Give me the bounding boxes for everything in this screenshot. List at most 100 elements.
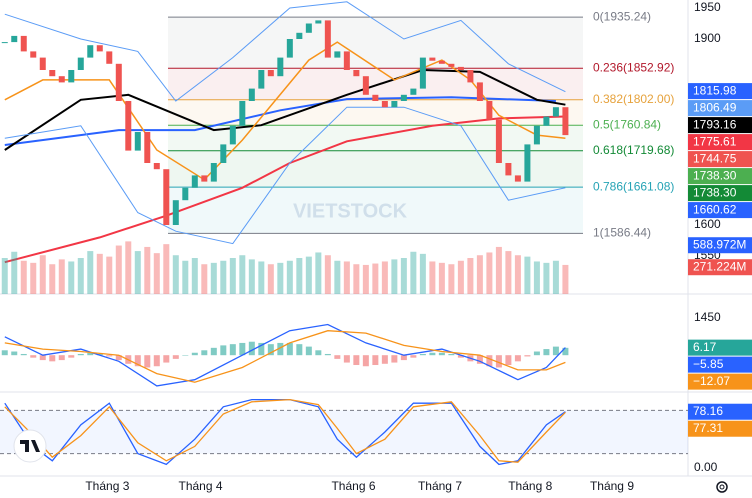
- macd-bar: [286, 342, 293, 356]
- candle: [343, 51, 350, 70]
- macd-bar: [505, 355, 512, 366]
- volume-bar: [438, 262, 445, 294]
- macd-bar: [11, 351, 18, 356]
- stoch-band: [0, 410, 688, 454]
- macd-line: [4, 330, 566, 383]
- macd-bar: [429, 352, 436, 356]
- macd-bar: [381, 355, 388, 364]
- volume-bar: [505, 251, 512, 294]
- candle: [334, 51, 341, 58]
- macd-bar: [49, 355, 56, 362]
- volume-bar: [153, 253, 160, 294]
- y-tick-label: 1600: [694, 217, 721, 231]
- candle: [467, 70, 474, 83]
- candle: [315, 20, 322, 24]
- macd-bar: [448, 353, 455, 356]
- volume-bar: [229, 258, 236, 294]
- volume-bar: [400, 258, 407, 294]
- fib-label: 0.5(1760.84): [593, 117, 661, 131]
- volume-bar: [267, 264, 274, 294]
- price-tag-label: 588.972M: [693, 237, 746, 251]
- volume-bar: [486, 252, 493, 294]
- volume-bar: [39, 255, 46, 294]
- candle: [505, 163, 512, 176]
- macd-bar: [353, 355, 360, 366]
- x-tick-label: Tháng 3: [85, 479, 129, 493]
- volume-bar: [324, 255, 331, 294]
- x-tick-label: Tháng 7: [418, 479, 462, 493]
- candle: [11, 35, 18, 43]
- price-tag-label: 1775.61: [693, 134, 737, 148]
- macd-bar: [438, 352, 445, 356]
- volume-bar: [457, 260, 464, 294]
- volume-bar: [30, 262, 37, 294]
- candle: [524, 144, 531, 182]
- price-tag: [688, 168, 752, 185]
- macd-bar: [182, 355, 189, 356]
- candle: [229, 125, 236, 145]
- macd-bar: [58, 355, 65, 361]
- volume-bar: [524, 256, 531, 294]
- volume-bar: [334, 260, 341, 294]
- candle: [172, 200, 179, 225]
- volume-bar: [115, 245, 122, 294]
- candle: [419, 57, 426, 89]
- x-tick-label: Tháng 9: [590, 479, 634, 493]
- macd-bar: [115, 355, 122, 361]
- volume-bar: [87, 251, 94, 294]
- volume-bar: [182, 260, 189, 294]
- price-tag: [688, 339, 752, 356]
- candle: [476, 82, 483, 101]
- volume-bar: [210, 262, 217, 294]
- macd-bar: [144, 355, 151, 368]
- macd-bar: [163, 355, 170, 363]
- volume-bar: [58, 259, 65, 294]
- price-tag-label: 6.17: [693, 340, 717, 354]
- volume-bar: [1, 258, 8, 294]
- candle: [248, 88, 255, 101]
- candle: [552, 107, 559, 117]
- macd-bar: [305, 346, 312, 356]
- price-tag-label: 271.224M: [693, 259, 746, 273]
- candle: [324, 20, 331, 58]
- macd-bar: [30, 355, 37, 358]
- candle: [514, 175, 521, 182]
- candle: [381, 101, 388, 108]
- volume-bar: [495, 246, 502, 294]
- macd-bar: [457, 355, 464, 358]
- volume-bar: [467, 258, 474, 294]
- candle: [267, 70, 274, 77]
- price-tag: [688, 356, 752, 373]
- fib-label: 0.236(1852.92): [593, 60, 674, 74]
- macd-bar: [172, 355, 179, 359]
- macd-bar: [39, 355, 46, 361]
- candle: [429, 57, 436, 61]
- volume-bar: [77, 258, 84, 294]
- volume-bar: [220, 260, 227, 294]
- candle: [134, 132, 141, 151]
- y-tick-label: 1900: [694, 31, 721, 45]
- x-tick-label: Tháng 6: [331, 479, 375, 493]
- watermark: VIETSTOCK: [293, 200, 408, 222]
- volume-bar: [343, 261, 350, 294]
- macd-bar: [68, 355, 75, 358]
- settings-icon[interactable]: [716, 481, 728, 493]
- price-tag: [688, 83, 752, 100]
- volume-bar: [248, 259, 255, 294]
- fib-label: 0.618(1719.68): [593, 143, 674, 157]
- candle: [391, 101, 398, 108]
- candle: [106, 51, 113, 64]
- candle: [49, 70, 56, 77]
- macd-bar: [476, 355, 483, 364]
- candle: [486, 101, 493, 120]
- indicator-line: [4, 1, 566, 102]
- macd-bar: [552, 346, 559, 356]
- fib-label: 1(1586.44): [593, 226, 651, 240]
- macd-bar: [372, 355, 379, 366]
- volume-bar: [20, 260, 27, 294]
- candle: [39, 57, 46, 70]
- macd-bar: [400, 355, 407, 361]
- price-tag: [688, 117, 752, 134]
- candle: [562, 107, 569, 136]
